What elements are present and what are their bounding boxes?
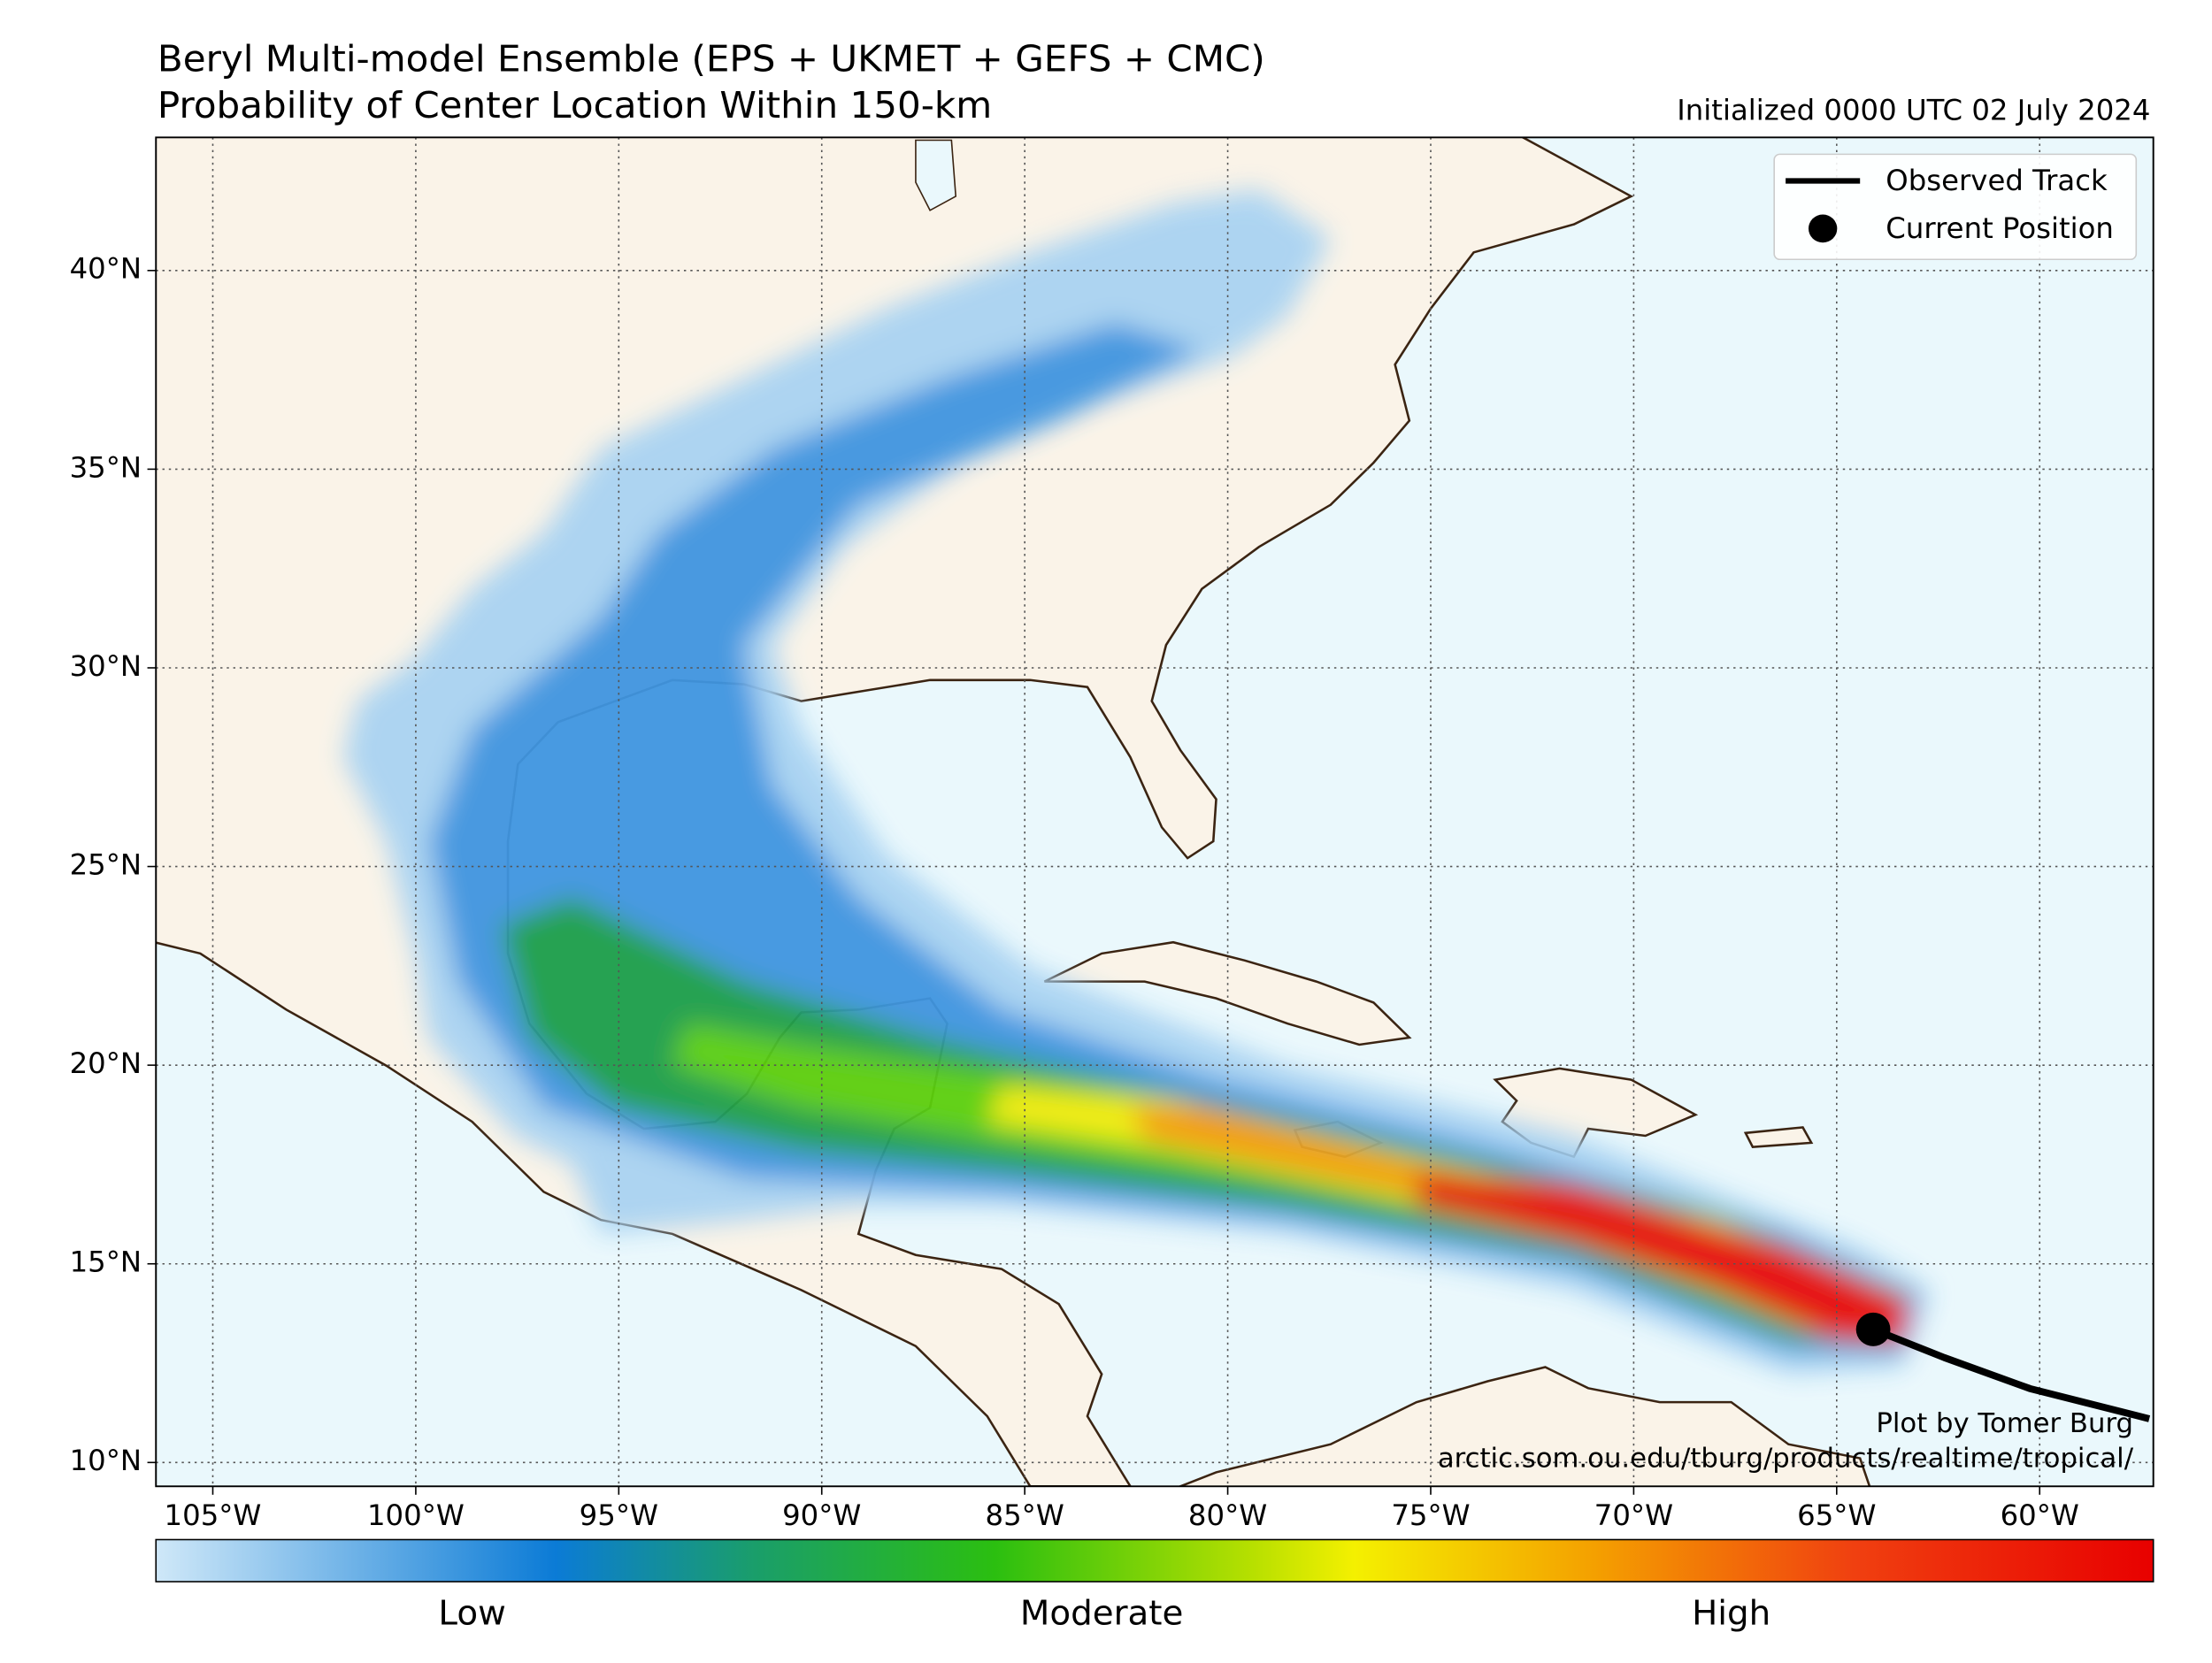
colorbar	[155, 1538, 2154, 1583]
legend-label: Current Position	[1886, 211, 2114, 245]
y-tick-label: 10°N	[70, 1445, 142, 1478]
axis-ticks: 105°W 100°W 95°W 90°W 85°W 80°W 75°W 70°W 65°W 60…	[70, 252, 2079, 1532]
title: Beryl Multi-model Ensemble (EPS + UKMET …	[157, 37, 1265, 80]
x-tick-label: 80°W	[1188, 1498, 1267, 1532]
initialized-time: Initialized 0000 UTC 02 July 2024	[1677, 94, 2150, 127]
y-tick-label: 35°N	[70, 451, 142, 485]
subtitle: Probability of Center Location Within 15…	[157, 83, 992, 126]
x-tick-label: 75°W	[1391, 1498, 1470, 1532]
x-tick-label: 65°W	[1797, 1498, 1876, 1532]
y-tick-label: 20°N	[70, 1046, 142, 1080]
x-tick-label: 85°W	[986, 1498, 1064, 1532]
credit: arctic.som.ou.edu/tburg/products/realtim…	[1438, 1444, 2134, 1475]
x-tick-label: 60°W	[2001, 1498, 2079, 1532]
credit: Plot by Tomer Burg	[1876, 1408, 2133, 1439]
lake-michigan	[915, 139, 957, 211]
legend-position-swatch	[1808, 214, 1838, 243]
x-tick-label: 70°W	[1594, 1498, 1673, 1532]
y-tick-label: 30°N	[70, 649, 142, 683]
x-tick-label: 95°W	[580, 1498, 658, 1532]
x-tick-label: 100°W	[367, 1498, 465, 1532]
legend-label: Observed Track	[1886, 164, 2108, 197]
y-tick-label: 40°N	[70, 252, 142, 286]
current-position	[1855, 1312, 1891, 1346]
grid	[156, 137, 2154, 1487]
land-south-america	[1177, 1366, 1871, 1487]
y-tick-label: 25°N	[70, 848, 142, 882]
land-cuba	[1043, 940, 1412, 1046]
land-puerto-rico	[1743, 1126, 1814, 1148]
legend-box	[1773, 153, 2138, 261]
map-frame	[155, 136, 2154, 1488]
track-layer	[1855, 1312, 2151, 1422]
x-tick-label: 105°W	[165, 1498, 262, 1532]
observed-track	[1871, 1326, 2151, 1422]
colorbar-label: High	[1692, 1594, 1770, 1634]
map-area	[156, 137, 2154, 1487]
colorbar-label: Low	[438, 1594, 505, 1634]
y-tick-label: 15°N	[70, 1245, 142, 1279]
probability-swath	[343, 188, 1932, 1375]
legend: Observed Track Current Position	[1773, 153, 2138, 261]
x-tick-label: 90°W	[782, 1498, 861, 1532]
colorbar-label: Moderate	[1020, 1594, 1183, 1634]
